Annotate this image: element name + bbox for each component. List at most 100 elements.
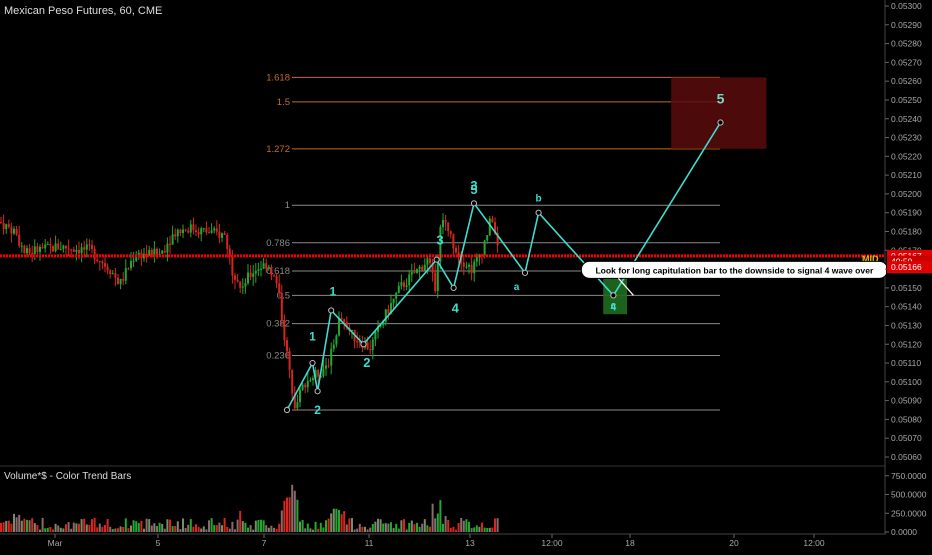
volume-bar xyxy=(70,528,73,532)
price-candle-body xyxy=(98,260,101,262)
price-candle-body xyxy=(101,261,104,264)
volume-bar xyxy=(335,508,338,532)
price-candle-body xyxy=(262,263,265,269)
price-candle-body xyxy=(275,275,278,284)
volume-bar xyxy=(460,517,463,532)
volume-bar xyxy=(392,528,395,532)
volume-indicator-title: Volume*$ - Color Trend Bars xyxy=(4,471,132,482)
volume-bar xyxy=(218,522,221,532)
volume-bar xyxy=(371,524,374,532)
price-candle-body xyxy=(338,317,340,336)
volume-bar xyxy=(418,526,421,532)
volume-bar xyxy=(31,518,34,532)
price-candle-body xyxy=(488,218,491,236)
volume-bar xyxy=(0,522,2,532)
volume-bar xyxy=(330,513,333,532)
volume-bar xyxy=(132,520,135,532)
volume-bar xyxy=(247,527,249,532)
volume-bar xyxy=(338,510,340,532)
price-candle-body xyxy=(304,384,307,388)
price-candle-body xyxy=(184,229,187,231)
price-candle-body xyxy=(210,230,213,233)
volume-bar xyxy=(270,525,273,532)
price-candle-body xyxy=(127,268,130,270)
target-zone xyxy=(671,77,767,149)
volume-bar xyxy=(483,527,486,532)
volume-bar xyxy=(111,529,114,532)
price-candle-body xyxy=(39,246,41,252)
volume-bar xyxy=(156,526,158,532)
price-candle-body xyxy=(366,342,369,349)
price-candle-body xyxy=(70,249,73,251)
volume-bar xyxy=(98,523,101,532)
volume-bar xyxy=(254,520,257,532)
price-candle-body xyxy=(13,228,15,234)
price-candle-body xyxy=(494,222,496,234)
wave-pivot-point xyxy=(521,269,529,276)
price-axis-tick-label: 0.05150 xyxy=(891,283,922,293)
price-candle-body xyxy=(166,243,169,253)
volume-bar xyxy=(374,521,377,532)
volume-bar xyxy=(174,526,177,532)
volume-bar xyxy=(319,522,322,532)
wave-pivot-point xyxy=(717,119,724,126)
price-candle-body xyxy=(46,243,49,245)
volume-bar xyxy=(405,529,408,532)
price-candle-body xyxy=(83,247,86,250)
price-candle-body xyxy=(239,281,242,288)
price-candle-body xyxy=(182,229,184,234)
price-candle-body xyxy=(257,269,260,271)
volume-bar xyxy=(7,520,10,532)
volume-bar xyxy=(356,528,359,532)
time-axis-tick-label: 5 xyxy=(156,538,161,548)
volume-bar xyxy=(161,523,164,532)
price-candle-body xyxy=(447,222,450,232)
price-candle-body xyxy=(382,321,385,326)
price-candle-body xyxy=(41,246,44,249)
price-candle-body xyxy=(148,249,151,256)
price-candle-body xyxy=(395,292,398,299)
time-axis-tick-label: 13 xyxy=(465,538,475,548)
price-candle-body xyxy=(249,272,252,277)
volume-bar xyxy=(104,525,106,532)
mid-line-label: MID xyxy=(862,254,879,264)
volume-bar xyxy=(205,529,208,532)
price-candle-body xyxy=(442,220,444,228)
volume-bar xyxy=(395,523,398,532)
price-candle-body xyxy=(332,344,335,349)
price-candle-body xyxy=(377,326,379,332)
volume-axis-tick-label: 750.0000 xyxy=(891,471,927,481)
volume-bar xyxy=(473,527,476,532)
price-candle-body xyxy=(241,286,244,288)
price-candle-body xyxy=(226,234,229,249)
price-candle-body xyxy=(384,309,387,322)
chart-title: Mexican Peso Futures, 60, CME xyxy=(4,5,163,17)
price-candle-body xyxy=(496,233,499,246)
wave-pivot-point xyxy=(535,209,542,216)
price-candle-body xyxy=(260,268,262,270)
volume-bar xyxy=(351,518,353,532)
volume-bar xyxy=(377,518,379,532)
price-candle-body xyxy=(75,249,78,252)
volume-bar xyxy=(283,500,286,532)
volume-bar xyxy=(78,523,80,532)
volume-bar xyxy=(62,528,65,532)
volume-bar xyxy=(345,524,348,532)
price-candle-body xyxy=(150,249,153,257)
price-candle-body xyxy=(426,258,429,265)
volume-bar xyxy=(369,527,372,532)
price-candle-body xyxy=(278,283,281,294)
volume-bar xyxy=(387,523,390,532)
volume-bar xyxy=(80,519,83,532)
volume-bar xyxy=(478,526,481,532)
price-candle-body xyxy=(439,227,442,262)
fib-level-label: 0.618 xyxy=(266,266,290,277)
price-candle-body xyxy=(124,268,127,281)
fib-level-label: 0.5 xyxy=(277,290,290,301)
wave-pivot-point xyxy=(360,341,367,348)
volume-bar xyxy=(379,519,382,532)
price-candle-body xyxy=(478,255,481,258)
price-candle-body xyxy=(31,252,34,254)
volume-bar xyxy=(252,529,255,532)
